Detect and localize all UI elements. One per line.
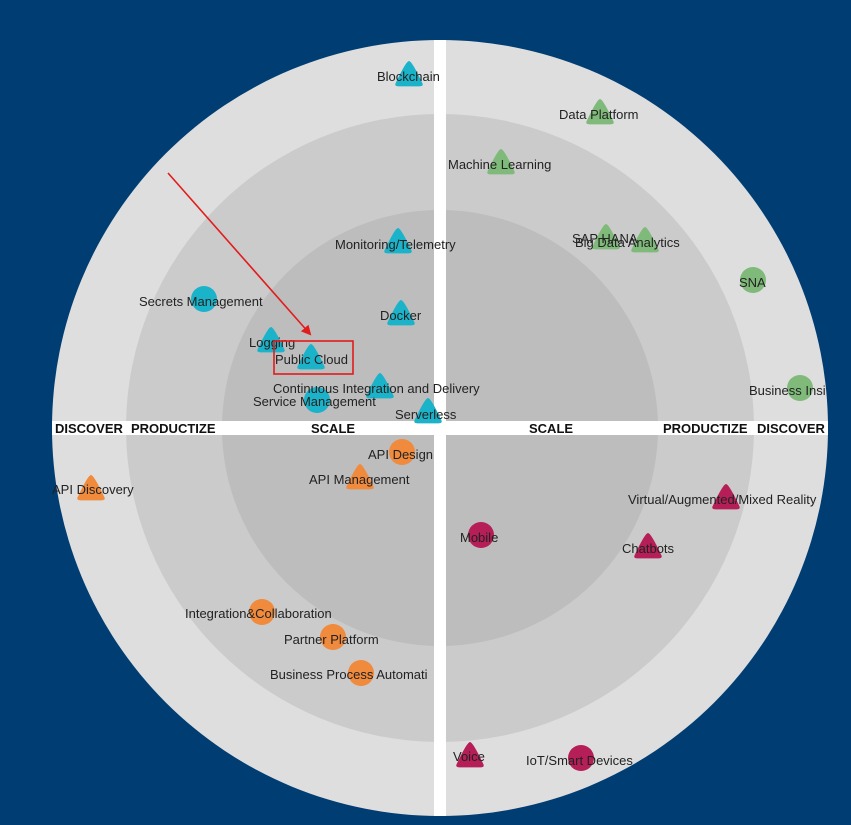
horizontal-axis xyxy=(52,421,828,435)
marker-big-data-analytics-triangle[interactable] xyxy=(631,227,659,253)
label-logging[interactable]: Logging xyxy=(249,335,295,350)
marker-business-insi-circle[interactable] xyxy=(787,375,813,401)
marker-voice-triangle[interactable] xyxy=(456,742,484,768)
marker-serverless-triangle[interactable] xyxy=(414,398,442,424)
label-business-process-automati[interactable]: Business Process Automati xyxy=(270,667,428,682)
label-data-platform[interactable]: Data Platform xyxy=(559,107,638,122)
marker-api-design-circle[interactable] xyxy=(389,439,415,465)
label-secrets-management[interactable]: Secrets Management xyxy=(139,294,263,309)
marker-monitoring-telemetry-triangle[interactable] xyxy=(384,228,412,254)
marker-api-management-triangle[interactable] xyxy=(346,464,374,490)
label-integration-collaboration[interactable]: Integration&Collaboration xyxy=(185,606,332,621)
marker-virtual-augmented-mixed-reality-triangle[interactable] xyxy=(712,484,740,510)
label-chatbots[interactable]: Chatbots xyxy=(622,541,675,556)
label-continuous-integration-and-delivery[interactable]: Continuous Integration and Delivery xyxy=(273,381,480,396)
marker-integration-collaboration-circle[interactable] xyxy=(249,599,275,625)
axis-label-left-productize: PRODUCTIZE xyxy=(131,421,216,436)
annotation-arrow xyxy=(167,172,312,336)
marker-secrets-management-circle[interactable] xyxy=(191,286,217,312)
axis-label-left-discover: DISCOVER xyxy=(55,421,124,436)
label-partner-platform[interactable]: Partner Platform xyxy=(284,632,379,647)
axis-label-right-discover: DISCOVER xyxy=(757,421,826,436)
label-service-management[interactable]: Service Management xyxy=(253,394,376,409)
marker-machine-learning-triangle[interactable] xyxy=(487,149,515,175)
radar-labels: Blockchain Monitoring/Telemetry Secrets Ma… xyxy=(52,69,826,768)
label-big-data-analytics[interactable]: Big Data Analytics xyxy=(575,235,680,250)
label-business-insi[interactable]: Business Insi xyxy=(749,383,826,398)
label-api-discovery[interactable]: API Discovery xyxy=(52,482,134,497)
marker-api-discovery-triangle[interactable] xyxy=(77,475,105,501)
label-blockchain[interactable]: Blockchain xyxy=(377,69,440,84)
marker-partner-platform-circle[interactable] xyxy=(320,624,346,650)
radar-markers xyxy=(77,61,813,771)
axis-label-right-scale: SCALE xyxy=(529,421,573,436)
label-virtual-augmented-mixed-reality[interactable]: Virtual/Augmented/Mixed Reality xyxy=(628,492,817,507)
marker-chatbots-triangle[interactable] xyxy=(634,533,662,559)
marker-service-management-circle[interactable] xyxy=(304,387,330,413)
highlight-box xyxy=(273,340,354,375)
label-serverless[interactable]: Serverless xyxy=(395,407,457,422)
axis-label-right-productize: PRODUCTIZE xyxy=(663,421,748,436)
label-mobile[interactable]: Mobile xyxy=(460,530,498,545)
marker-sna-circle[interactable] xyxy=(740,267,766,293)
marker-data-platform-triangle[interactable] xyxy=(586,99,614,125)
label-iot-smart-devices[interactable]: IoT/Smart Devices xyxy=(526,753,633,768)
label-docker[interactable]: Docker xyxy=(380,308,422,323)
marker-continuous-integration-and-delivery-triangle[interactable] xyxy=(366,373,394,399)
label-monitoring-telemetry[interactable]: Monitoring/Telemetry xyxy=(335,237,456,252)
marker-sap-hana-triangle[interactable] xyxy=(592,224,620,250)
marker-docker-triangle[interactable] xyxy=(387,300,415,326)
label-api-management[interactable]: API Management xyxy=(309,472,410,487)
label-sap-hana[interactable]: SAP HANA xyxy=(572,231,638,246)
axis-label-left-scale: SCALE xyxy=(311,421,355,436)
marker-blockchain-triangle[interactable] xyxy=(395,61,423,87)
marker-business-process-automati-circle[interactable] xyxy=(348,660,374,686)
label-sna[interactable]: SNA xyxy=(739,275,766,290)
label-voice[interactable]: Voice xyxy=(453,749,485,764)
marker-mobile-circle[interactable] xyxy=(468,522,494,548)
label-api-design[interactable]: API Design xyxy=(368,447,433,462)
marker-logging-triangle[interactable] xyxy=(257,327,285,353)
marker-public-cloud-triangle[interactable] xyxy=(297,344,325,370)
marker-iot-smart-devices-circle[interactable] xyxy=(568,745,594,771)
label-machine-learning[interactable]: Machine Learning xyxy=(448,157,551,172)
label-public-cloud[interactable]: Public Cloud xyxy=(275,352,348,367)
